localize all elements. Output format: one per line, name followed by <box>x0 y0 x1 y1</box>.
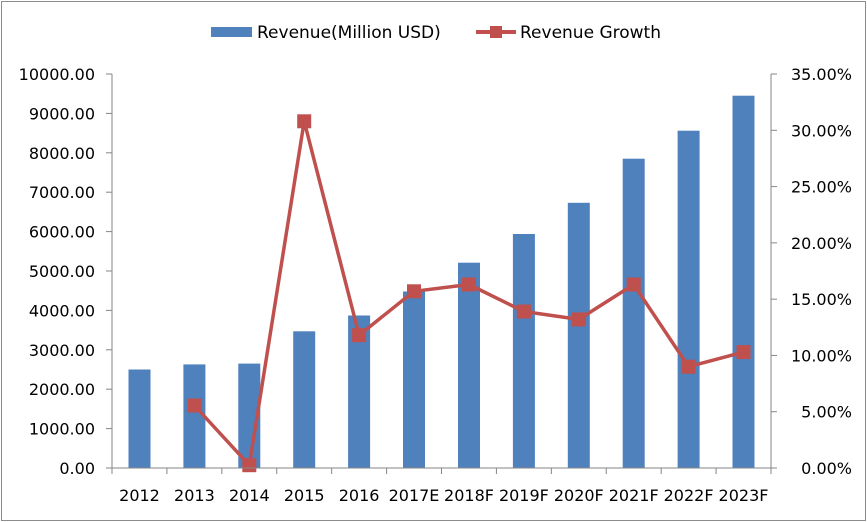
right-tick-label: 15.00% <box>791 290 852 309</box>
x-tick-label-2021F: 2021F <box>609 486 659 505</box>
growth-marker-2014 <box>242 458 257 473</box>
left-tick-label: 7000.00 <box>29 183 95 202</box>
x-tick-label-2019F: 2019F <box>499 486 549 505</box>
x-tick-label-2018F: 2018F <box>444 486 494 505</box>
bar-2022F <box>677 130 700 468</box>
x-tick-label-2015: 2015 <box>284 486 325 505</box>
x-tick-label-2020F: 2020F <box>554 486 604 505</box>
left-tick-label: 9000.00 <box>29 104 95 123</box>
x-tick-label-2014: 2014 <box>229 486 270 505</box>
left-tick-label: 8000.00 <box>29 144 95 163</box>
growth-marker-2022F <box>681 359 696 374</box>
growth-line-series <box>187 114 751 473</box>
growth-marker-2015 <box>297 114 312 129</box>
left-tick-label: 10000.00 <box>19 65 95 84</box>
bar-2012 <box>128 369 151 468</box>
growth-marker-2013 <box>187 398 202 413</box>
legend-swatch-revenue <box>211 27 252 37</box>
bar-2014 <box>238 363 261 468</box>
growth-marker-2023F <box>736 345 751 360</box>
axes <box>106 73 777 474</box>
left-tick-label: 2000.00 <box>29 380 95 399</box>
legend: Revenue(Million USD) Revenue Growth <box>211 23 661 43</box>
left-axis-tick-labels: 0.00 1000.00 2000.00 3000.00 4000.00 5000.00 6… <box>19 65 95 478</box>
right-axis-tick-labels: 0.00% 5.00% 10.00% 15.00% 20.00% 25.00% 30.00%… <box>791 65 852 478</box>
bar-2018F <box>458 262 480 468</box>
right-tick-label: 5.00% <box>801 403 852 422</box>
right-tick-label: 25.00% <box>791 178 852 197</box>
growth-marker-2016 <box>352 328 367 343</box>
left-tick-label: 1000.00 <box>29 420 95 439</box>
left-tick-label: 4000.00 <box>29 301 95 320</box>
x-tick-label-2023F: 2023F <box>719 486 769 505</box>
right-tick-label: 20.00% <box>791 234 852 253</box>
left-tick-label: 5000.00 <box>29 262 95 281</box>
left-tick-label: 0.00 <box>59 459 95 478</box>
left-tick-label: 6000.00 <box>29 223 95 242</box>
bar-2013 <box>183 364 206 468</box>
x-tick-label-2012: 2012 <box>119 486 160 505</box>
right-tick-label: 35.00% <box>791 65 852 84</box>
right-tick-label: 30.00% <box>791 121 852 140</box>
legend-marker-growth <box>490 26 502 38</box>
bar-2016 <box>348 315 371 468</box>
x-axis-tick-labels: 2012 2013 2014 2015 2016 2017E 2018F 2019F 2020F… <box>119 486 768 505</box>
x-tick-label-2017E: 2017E <box>389 486 440 505</box>
x-tick-label-2016: 2016 <box>339 486 380 505</box>
growth-marker-2017E <box>407 284 421 299</box>
growth-marker-2021F <box>626 277 641 292</box>
legend-label-growth: Revenue Growth <box>520 23 661 43</box>
bar-2021F <box>622 158 645 468</box>
revenue-bars <box>128 95 755 469</box>
growth-marker-2019F <box>516 304 531 319</box>
bar-2015 <box>293 331 316 468</box>
left-tick-label: 3000.00 <box>29 341 95 360</box>
legend-label-revenue: Revenue(Million USD) <box>257 23 441 43</box>
growth-marker-2020F <box>571 312 586 327</box>
bar-2020F <box>567 202 590 469</box>
x-tick-label-2013: 2013 <box>174 486 215 505</box>
x-tick-label-2022F: 2022F <box>664 486 714 505</box>
bar-2017E <box>403 291 425 468</box>
bar-2019F <box>512 234 535 468</box>
right-tick-label: 0.00% <box>801 459 852 478</box>
growth-marker-2018F <box>462 277 476 292</box>
bar-2023F <box>732 95 755 468</box>
right-tick-label: 10.00% <box>791 346 852 365</box>
